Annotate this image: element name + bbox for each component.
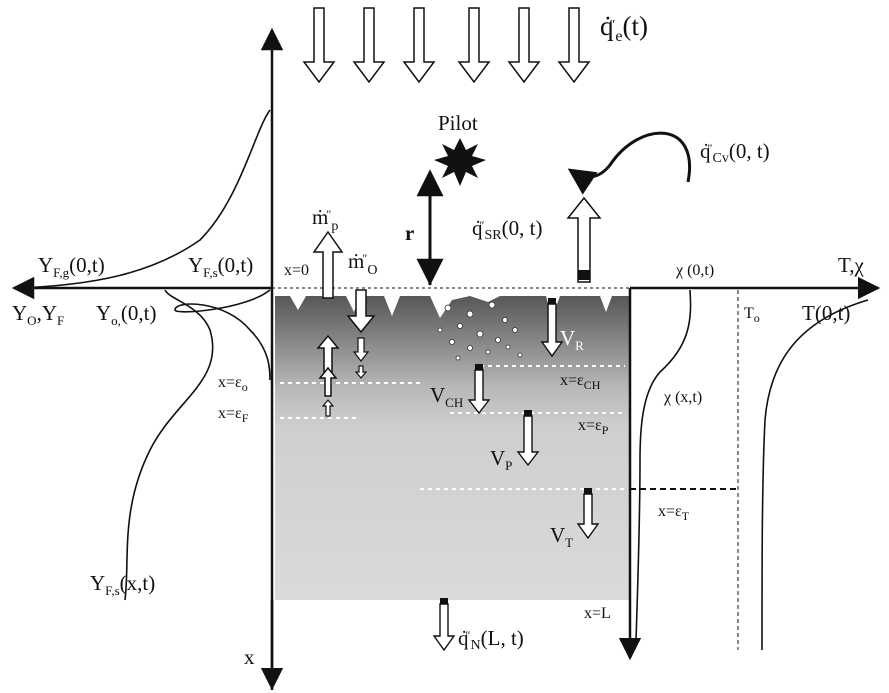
label-v-t: VT: [550, 523, 573, 550]
label-x-l: x=L: [584, 605, 611, 622]
label-r: r: [405, 221, 414, 245]
q-sr-arrow: [566, 196, 602, 283]
label-x-eps-f: x=εF: [218, 405, 249, 425]
label-x-eps-o: x=εo: [218, 374, 248, 394]
label-x-axis: x: [244, 645, 255, 669]
label-m-p: ṁ″p: [312, 205, 338, 234]
label-chi0: χ (0,t): [675, 262, 714, 279]
label-q-sr: q̇″SR(0, t): [472, 216, 542, 243]
label-yfg: YF,g(0,t): [38, 253, 105, 280]
velocity-arrow-tips: [440, 298, 592, 604]
label-q-cv: q̇″Cv(0, t): [700, 139, 770, 166]
label-x-eps-ch: x=εCH: [560, 372, 601, 392]
convective-curve-icon: [567, 131, 692, 195]
solid-slab: [275, 288, 630, 600]
label-to: To: [744, 305, 760, 325]
label-yfs0: YF,s(0,t): [188, 253, 253, 280]
label-q-e: q̇″e(t): [600, 11, 648, 45]
q-sr-arrow-base: [578, 270, 590, 280]
m-p-arrow-2: [316, 334, 340, 375]
m-p-arrow: [312, 230, 344, 299]
char-particles: [437, 301, 523, 361]
label-q-n: q̇″N(L, t): [458, 626, 524, 653]
label-yfs-xt: YF,s(x,t): [90, 571, 155, 598]
label-yo0: Yo,(0,t): [96, 301, 157, 328]
label-T0t: T(0,t): [802, 301, 850, 325]
m-p-arrow-4: [321, 399, 335, 417]
label-yo-yf: YO,YF: [12, 301, 64, 328]
label-x-eps-p: x=εP: [578, 417, 609, 437]
yo-profile-curve: [124, 289, 214, 601]
velocity-arrows: [432, 303, 600, 652]
label-chi-xt: χ (x,t): [663, 389, 702, 406]
label-pilot: Pilot: [438, 111, 478, 135]
label-m-o: ṁ″O: [348, 249, 377, 278]
m-p-arrow-3: [318, 366, 338, 397]
m-o-arrow: [346, 289, 376, 334]
label-t-chi: T,χ: [838, 253, 865, 277]
yfg-profile-curve: [19, 109, 271, 289]
pilot-star-icon: [434, 138, 486, 186]
t-profile-curve: [761, 299, 869, 651]
chi-profile-curve: [635, 289, 692, 641]
m-o-arrow-3: [354, 365, 368, 379]
label-v-p: VP: [490, 446, 512, 473]
incident-flux-arrows: [302, 7, 591, 84]
label-v-r: VR: [560, 326, 584, 353]
m-o-arrow-2: [352, 337, 370, 362]
label-v-ch: VCH: [430, 383, 463, 410]
yfs-profile-curve: [174, 289, 271, 381]
label-x0: x=0: [284, 262, 309, 279]
label-x-eps-t: x=εT: [658, 503, 690, 523]
